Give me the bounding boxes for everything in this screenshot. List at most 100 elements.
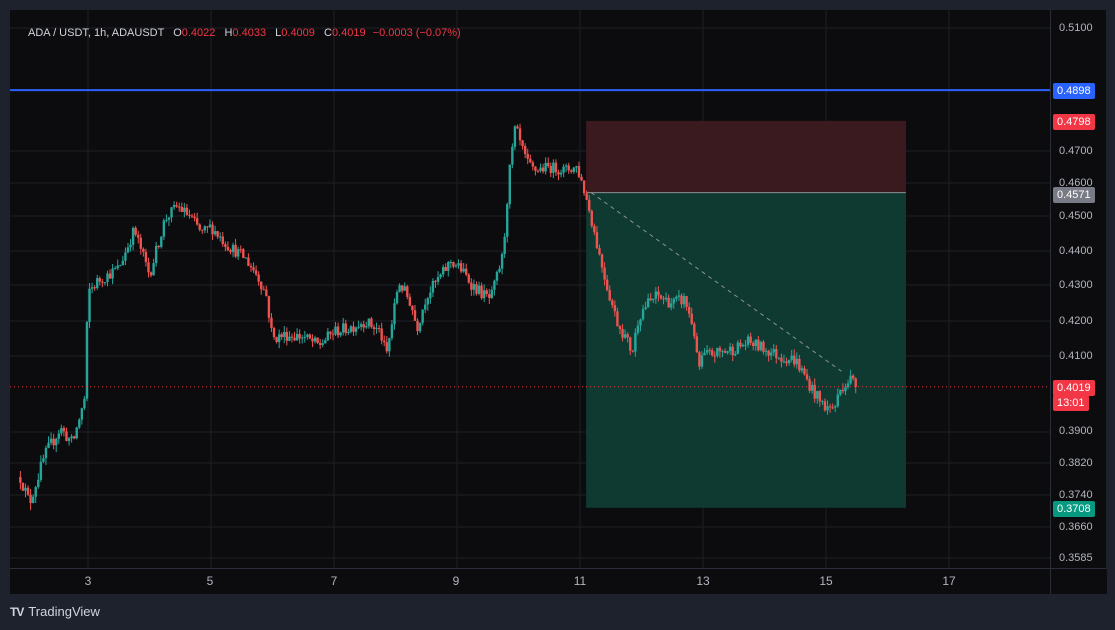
candle-body (408, 296, 412, 306)
candle-body (508, 164, 511, 205)
candle-body (165, 219, 168, 221)
candle-body (211, 224, 214, 235)
candle-body (485, 290, 488, 295)
candle-body (552, 162, 555, 173)
candle-body (34, 487, 37, 497)
candle-body (290, 336, 294, 338)
candle-body (75, 427, 78, 439)
candle-body (242, 249, 245, 258)
candle-body (111, 268, 114, 279)
candle-body (828, 406, 832, 408)
candle-body (711, 350, 714, 356)
candle-body (357, 326, 360, 328)
stop-price-badge: 0.4798 (1053, 114, 1095, 130)
candle-body (654, 291, 658, 299)
candle-body (352, 326, 355, 332)
level-price-badge: 0.4898 (1053, 83, 1095, 99)
candle-body (160, 236, 163, 248)
candle-body (421, 309, 424, 323)
candle-body (777, 357, 781, 359)
candle-body (580, 176, 583, 181)
candle-body (277, 334, 281, 343)
candle-body (439, 274, 442, 278)
candle-body (288, 336, 291, 341)
candle-body (605, 279, 609, 290)
candle-body (600, 254, 604, 268)
price-tick: 0.4500 (1059, 210, 1093, 222)
candle-body (488, 294, 491, 298)
plot-area[interactable]: ADA / USDT, 1h, ADAUSDT O0.4022 H0.4033 … (10, 10, 1050, 568)
candle-body (757, 339, 760, 351)
time-tick: 13 (696, 574, 710, 588)
candle-body (19, 477, 22, 483)
candle-body (339, 332, 342, 336)
candle-body (293, 337, 296, 341)
candle-body (198, 224, 201, 230)
candle-body (154, 245, 158, 264)
candle-body (106, 273, 109, 283)
price-tick: 0.3660 (1059, 521, 1093, 533)
candle-body (682, 296, 686, 305)
candle-body (249, 265, 253, 268)
candle-body (659, 295, 663, 299)
candle-body (475, 284, 478, 294)
candle-body (270, 317, 273, 329)
candle-body (846, 383, 850, 388)
candle-body (42, 458, 45, 462)
price-tick: 0.3820 (1059, 457, 1093, 469)
candle-body (85, 322, 89, 399)
price-tick: 0.4700 (1059, 145, 1093, 157)
candle-body (372, 327, 376, 330)
candle-body (21, 482, 25, 491)
candle-body (295, 334, 299, 341)
axis-corner (1050, 568, 1107, 594)
candle-body (103, 282, 107, 284)
candle-body (413, 310, 417, 321)
candle-body (431, 280, 435, 293)
candle-body (544, 162, 547, 172)
candle-body (595, 232, 599, 249)
time-tick: 7 (330, 574, 338, 588)
candle-body (767, 350, 770, 356)
candle-body (170, 207, 173, 218)
candle-body (229, 250, 232, 253)
candle-body (677, 295, 681, 297)
candle-body (152, 263, 155, 276)
price-tick: 0.4100 (1059, 350, 1093, 362)
candle-body (385, 342, 388, 352)
candle-body (436, 277, 440, 282)
candle-body (201, 229, 204, 231)
candle-body (536, 170, 540, 172)
candle-body (390, 324, 394, 339)
time-axis[interactable]: 3 5 7 9 11 13 15 17 (10, 568, 1050, 594)
candle-body (316, 337, 319, 343)
candle-body (805, 374, 809, 380)
price-axis[interactable]: 0.5100 0.4700 0.4600 0.4500 0.4400 0.430… (1050, 10, 1106, 568)
candle-body (495, 271, 499, 281)
candle-body (746, 336, 750, 345)
candle-body (406, 286, 409, 297)
candle-body (434, 280, 437, 282)
candle-body (785, 361, 788, 364)
tradingview-brand[interactable]: TV TradingView (10, 604, 100, 619)
candle-body (629, 337, 632, 351)
candle-body (752, 342, 755, 347)
candle-body (703, 352, 706, 356)
candle-body (639, 319, 642, 326)
price-tick: 0.5100 (1059, 22, 1093, 34)
candle-body (506, 204, 509, 237)
candle-body (616, 311, 619, 327)
candle-body (62, 428, 66, 432)
candle-body (354, 327, 358, 332)
legend-close-value: 0.4019 (331, 27, 366, 39)
candle-body (57, 433, 60, 439)
candlestick-chart[interactable] (10, 10, 1050, 568)
candle-body (70, 436, 73, 439)
projection-dashed-line (590, 192, 842, 372)
candle-body (383, 340, 386, 343)
candle-body (782, 361, 786, 363)
candle-body (769, 352, 773, 356)
candle-body (388, 338, 391, 352)
candle-body (167, 217, 171, 220)
